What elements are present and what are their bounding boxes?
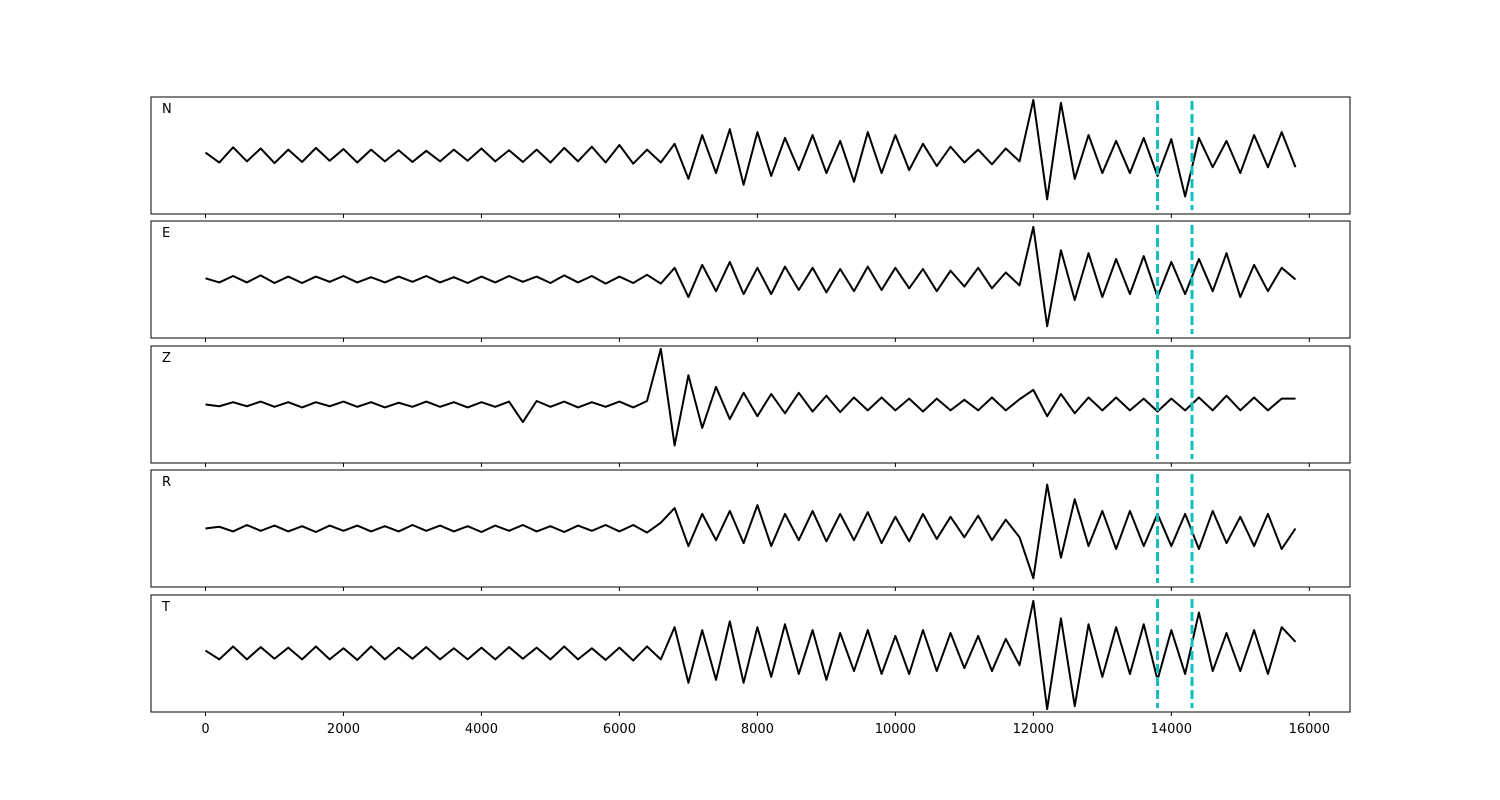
waveform	[204, 98, 1297, 201]
panel-label: N	[162, 102, 172, 117]
waveform	[205, 347, 1296, 447]
panel-label: Z	[162, 351, 171, 366]
axes-frame	[150, 469, 1351, 588]
panel-label: R	[162, 475, 171, 490]
x-tick-label: 10000	[875, 722, 916, 737]
waveform	[204, 599, 1297, 711]
x-tick-label: 16000	[1289, 722, 1330, 737]
axes-frame	[150, 220, 1351, 339]
panel-label: T	[161, 600, 170, 615]
axes-frame	[150, 345, 1351, 464]
x-tick-label: 2000	[327, 722, 360, 737]
waveform	[205, 483, 1297, 580]
x-tick-label: 12000	[1013, 722, 1054, 737]
panel-label: E	[162, 226, 170, 241]
x-tick-label: 14000	[1151, 722, 1192, 737]
x-tick-label: 6000	[603, 722, 636, 737]
x-tick-label: 0	[201, 722, 209, 737]
axes-frame	[150, 96, 1351, 215]
waveform	[205, 225, 1297, 328]
x-tick-label: 8000	[741, 722, 774, 737]
axes-frame	[150, 594, 1351, 713]
x-tick-label: 4000	[465, 722, 498, 737]
